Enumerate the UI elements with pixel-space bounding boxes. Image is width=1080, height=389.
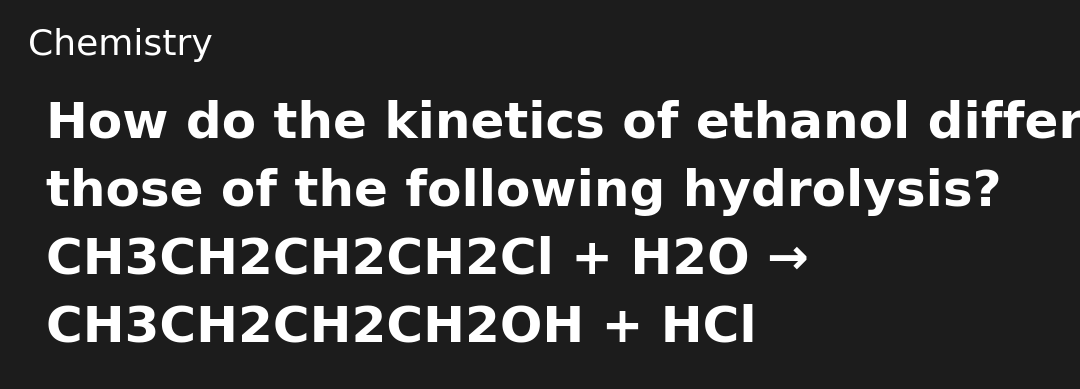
Text: those of the following hydrolysis?: those of the following hydrolysis? <box>46 168 1001 216</box>
Text: How do the kinetics of ethanol differ from: How do the kinetics of ethanol differ fr… <box>46 100 1080 148</box>
Text: CH3CH2CH2CH2Cl + H2O →: CH3CH2CH2CH2Cl + H2O → <box>46 236 809 284</box>
Text: CH3CH2CH2CH2OH + HCl: CH3CH2CH2CH2OH + HCl <box>46 304 757 352</box>
Text: Chemistry: Chemistry <box>28 28 213 62</box>
